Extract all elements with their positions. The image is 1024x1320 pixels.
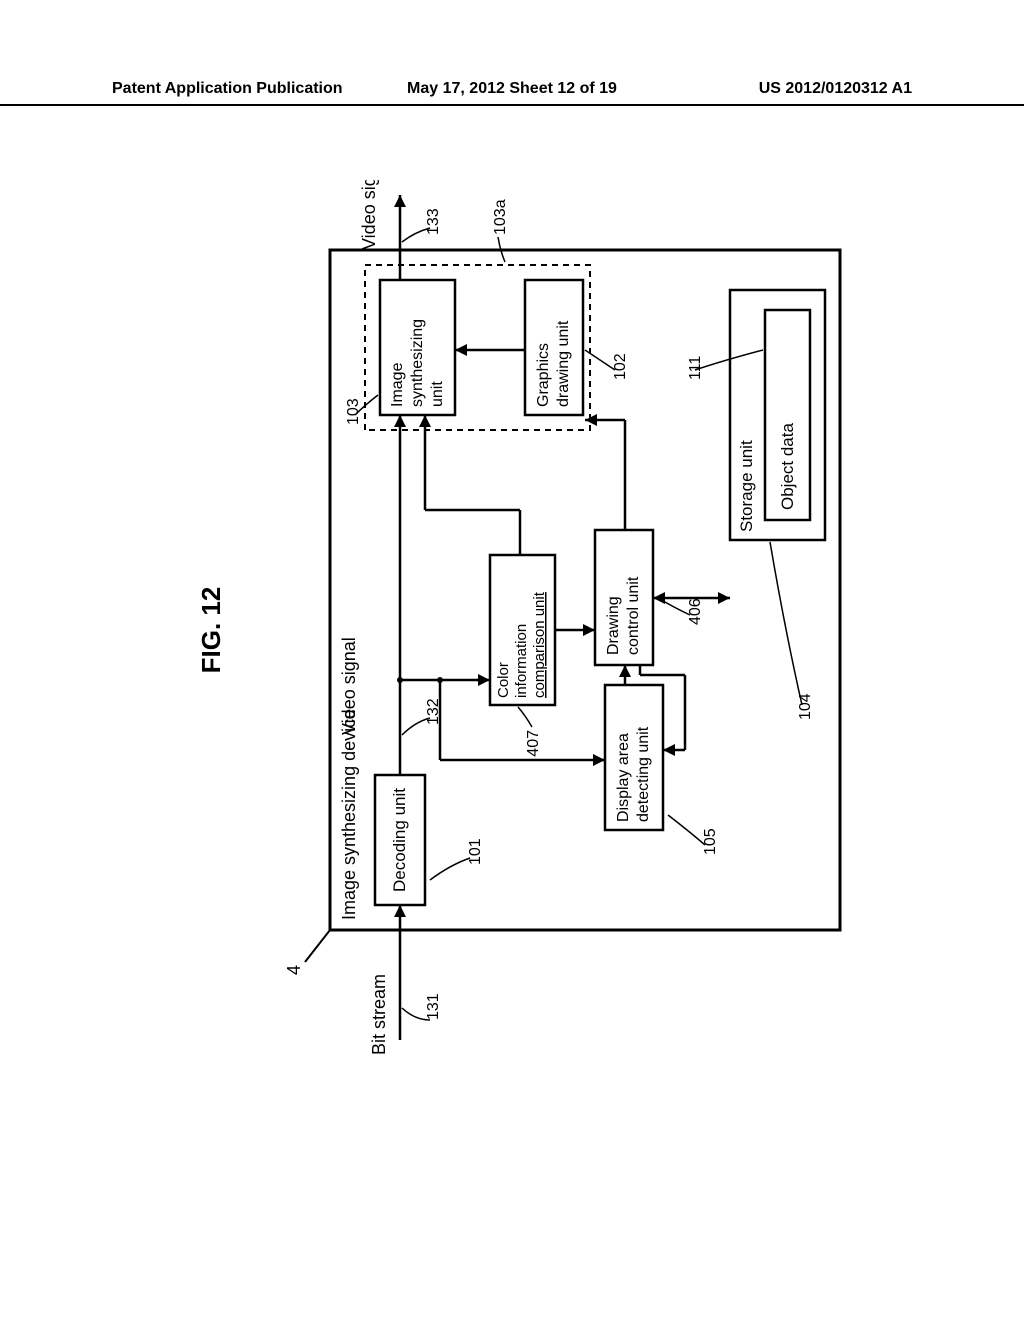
- arrowhead-branch1: [478, 674, 490, 686]
- leader-storage: [770, 542, 802, 705]
- graphics-draw-l2: drawing unit: [555, 320, 572, 407]
- header-left: Patent Application Publication: [112, 80, 379, 98]
- arrowhead-cc-dc: [583, 624, 595, 636]
- diagram-container: FIG. 12 4 Image synthesizing device Bit …: [180, 180, 880, 1080]
- arrowhead-cc-synth: [419, 415, 431, 427]
- header-row: Patent Application Publication May 17, 2…: [112, 80, 912, 98]
- drawing-ctrl-l1: Drawing: [605, 596, 622, 655]
- page-header: Patent Application Publication May 17, 2…: [0, 80, 1024, 106]
- page: Patent Application Publication May 17, 2…: [0, 0, 1024, 1320]
- bitstream-ref: 131: [425, 993, 442, 1020]
- graphics-draw-l1: Graphics: [535, 343, 552, 407]
- object-data-label: Object data: [778, 423, 797, 510]
- video-out-label: Video signal: [359, 180, 379, 250]
- display-area-ref: 105: [702, 828, 719, 855]
- arrowhead-dc-da: [663, 744, 675, 756]
- device-ref: 4: [284, 965, 304, 975]
- color-comp-l3: comparison unit: [531, 591, 548, 698]
- color-comp-l2: information: [513, 624, 530, 698]
- decoding-label: Decoding unit: [390, 788, 409, 892]
- arrowhead-display: [593, 754, 605, 766]
- arrowhead-dc-store-dn: [718, 592, 730, 604]
- storage-label: Storage unit: [737, 440, 756, 532]
- display-area-box: [605, 685, 663, 830]
- video-in-label: Video signal: [339, 637, 359, 735]
- device-label: Image synthesizing device: [339, 709, 359, 920]
- arrowhead-video-out: [394, 195, 406, 207]
- graphics-draw-ref: 102: [612, 353, 629, 380]
- drawing-ctrl-box: [595, 530, 653, 665]
- bitstream-label: Bit stream: [369, 974, 389, 1055]
- image-synth-l2: synthesizing: [409, 319, 426, 407]
- video-out-ref: 133: [425, 208, 442, 235]
- decoding-ref: 101: [467, 838, 484, 865]
- arrowhead-main: [394, 415, 406, 427]
- arrowhead-bitstream: [394, 905, 406, 917]
- dashed-group-ref: 103a: [492, 199, 509, 235]
- display-area-l2: detecting unit: [635, 726, 652, 822]
- header-mid: May 17, 2012 Sheet 12 of 19: [379, 80, 646, 98]
- header-right: US 2012/0120312 A1: [645, 80, 912, 98]
- image-synth-l3: unit: [429, 381, 446, 407]
- arrowhead-gd-synth: [455, 344, 467, 356]
- leader-colorcomp: [518, 707, 532, 727]
- leader-decoding: [430, 858, 470, 880]
- arrowhead-dc-store-up: [653, 592, 665, 604]
- graphics-draw-box: [525, 280, 583, 415]
- leader-displayarea: [668, 815, 705, 845]
- arrowhead-da-dc: [619, 665, 631, 677]
- image-synth-l1: Image: [389, 362, 406, 407]
- figure-title: FIG. 12: [196, 587, 226, 674]
- color-comp-l1: Color: [495, 662, 512, 698]
- drawing-ctrl-ref: 406: [687, 598, 704, 625]
- display-area-l1: Display area: [615, 733, 632, 822]
- color-comp-ref: 407: [525, 730, 542, 757]
- figure-svg: FIG. 12 4 Image synthesizing device Bit …: [180, 180, 880, 1080]
- leader-device: [305, 930, 330, 962]
- drawing-ctrl-l2: control unit: [625, 576, 642, 655]
